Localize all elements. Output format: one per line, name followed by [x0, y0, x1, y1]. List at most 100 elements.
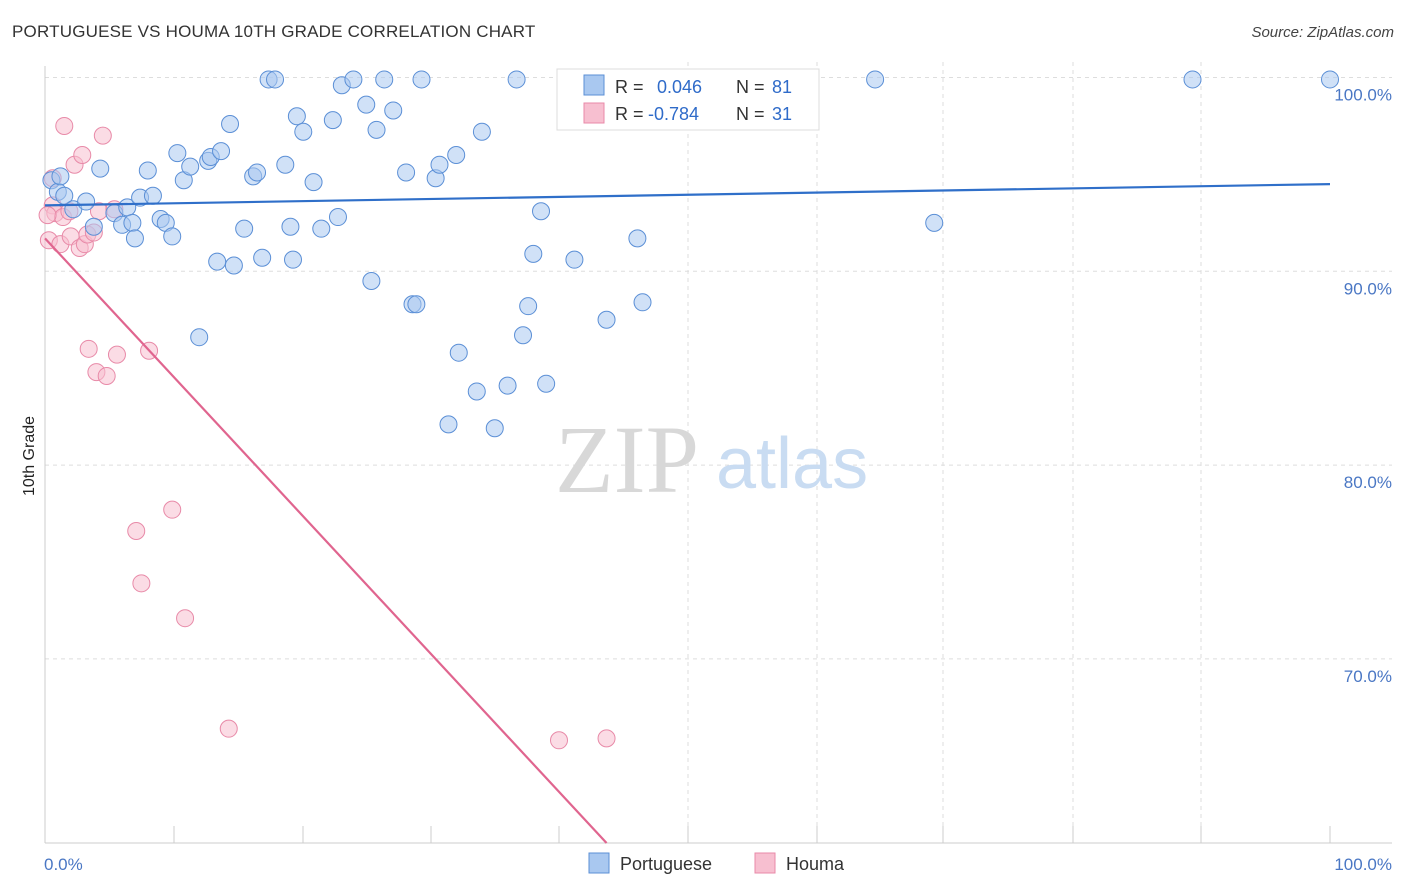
- x-tick-label-max: 100.0%: [1334, 855, 1392, 874]
- portuguese-point: [143, 186, 162, 205]
- houma-point: [550, 731, 568, 750]
- y-tick-label: 70.0%: [1344, 667, 1392, 686]
- portuguese-point: [276, 155, 295, 174]
- bottom-legend-label-houma: Houma: [786, 854, 845, 874]
- portuguese-point: [532, 202, 551, 221]
- houma-point: [79, 339, 98, 358]
- portuguese-point: [430, 155, 449, 174]
- portuguese-point: [362, 271, 381, 290]
- y-tick-label: 80.0%: [1344, 473, 1392, 492]
- houma-point: [93, 126, 112, 145]
- houma-trend-line: [44, 237, 608, 844]
- correlation-legend: R = 0.046 N = 81 R = -0.784 N = 31: [556, 68, 820, 131]
- houma-point: [127, 521, 146, 540]
- portuguese-point: [467, 382, 486, 401]
- portuguese-point: [284, 250, 303, 269]
- portuguese-point: [519, 297, 538, 316]
- watermark: ZIP atlas: [555, 406, 868, 513]
- portuguese-point: [190, 328, 209, 347]
- portuguese-point: [507, 70, 526, 89]
- trend-layer: [44, 182, 1331, 844]
- portuguese-point: [344, 70, 363, 89]
- legend-r-value-houma: -0.784: [648, 104, 699, 124]
- houma-point: [97, 366, 116, 385]
- houma-point: [132, 574, 151, 593]
- legend-swatch-houma: [583, 102, 605, 124]
- portuguese-point: [498, 376, 517, 395]
- legend-n-value-portuguese: 81: [772, 77, 792, 97]
- axis-layer: 70.0% 80.0% 90.0% 100.0% 0.0% 100.0%: [44, 66, 1392, 874]
- watermark-atlas: atlas: [716, 424, 868, 504]
- portuguese-point: [168, 144, 187, 163]
- portuguese-point: [312, 219, 331, 238]
- source-credit: Source: ZipAtlas.com: [1251, 24, 1394, 41]
- portuguese-point: [357, 95, 376, 114]
- portuguese-point: [407, 295, 426, 314]
- bottom-legend-label-portuguese: Portuguese: [620, 854, 712, 874]
- portuguese-point: [628, 229, 647, 248]
- portuguese-point: [91, 159, 110, 178]
- legend-r-value-portuguese: 0.046: [657, 77, 702, 97]
- portuguese-trend-line: [44, 182, 1331, 207]
- chart-title: PORTUGUESE VS HOUMA 10TH GRADE CORRELATI…: [12, 22, 536, 41]
- portuguese-point: [485, 419, 504, 438]
- portuguese-point: [253, 248, 272, 267]
- portuguese-point: [447, 146, 466, 165]
- y-tick-label: 100.0%: [1334, 86, 1392, 105]
- portuguese-point: [439, 415, 458, 434]
- portuguese-point: [565, 250, 584, 269]
- portuguese-point: [367, 120, 386, 139]
- portuguese-point: [323, 111, 342, 130]
- legend-n-value-houma: 31: [772, 104, 792, 124]
- watermark-zip: ZIP: [555, 406, 699, 513]
- houma-point: [219, 719, 238, 738]
- legend-n-label-houma: N =: [736, 104, 765, 124]
- portuguese-point: [281, 217, 300, 236]
- portuguese-point: [51, 167, 70, 186]
- portuguese-point: [925, 213, 944, 232]
- portuguese-point: [125, 229, 144, 248]
- portuguese-point: [328, 208, 347, 227]
- houma-point: [176, 609, 195, 628]
- houma-point: [73, 146, 92, 165]
- portuguese-point: [375, 70, 394, 89]
- portuguese-point: [212, 142, 231, 161]
- legend-swatch-portuguese: [583, 74, 605, 96]
- portuguese-point: [412, 70, 431, 89]
- portuguese-point: [208, 252, 227, 271]
- portuguese-point: [633, 293, 652, 312]
- portuguese-point: [138, 161, 157, 180]
- portuguese-point: [537, 374, 556, 393]
- portuguese-point: [287, 107, 306, 126]
- portuguese-point: [384, 101, 403, 120]
- portuguese-point: [397, 163, 416, 182]
- portuguese-point: [866, 70, 885, 89]
- portuguese-point: [77, 192, 96, 211]
- portuguese-point: [472, 122, 491, 141]
- houma-point: [597, 729, 616, 748]
- portuguese-point: [221, 115, 240, 134]
- portuguese-point: [294, 122, 313, 141]
- portuguese-point: [514, 326, 533, 345]
- y-axis-label: 10th Grade: [21, 416, 38, 496]
- bottom-legend-swatch-houma: [754, 852, 776, 874]
- portuguese-point: [1183, 70, 1202, 89]
- portuguese-point: [304, 173, 323, 192]
- portuguese-point: [266, 70, 285, 89]
- portuguese-point: [524, 244, 543, 263]
- houma-point: [55, 116, 74, 135]
- portuguese-point: [224, 256, 243, 275]
- grid-layer: [45, 62, 1392, 843]
- legend-r-label-houma: R =: [615, 104, 644, 124]
- houma-point: [38, 206, 57, 225]
- houma-point: [163, 500, 182, 519]
- portuguese-point: [597, 310, 616, 329]
- bottom-legend-swatch-portuguese: [588, 852, 610, 874]
- portuguese-point: [181, 157, 200, 176]
- portuguese-point: [248, 163, 267, 182]
- y-tick-label: 90.0%: [1344, 279, 1392, 298]
- series-legend: Portuguese Houma: [588, 852, 845, 874]
- houma-point: [107, 345, 126, 364]
- portuguese-point: [1321, 70, 1339, 89]
